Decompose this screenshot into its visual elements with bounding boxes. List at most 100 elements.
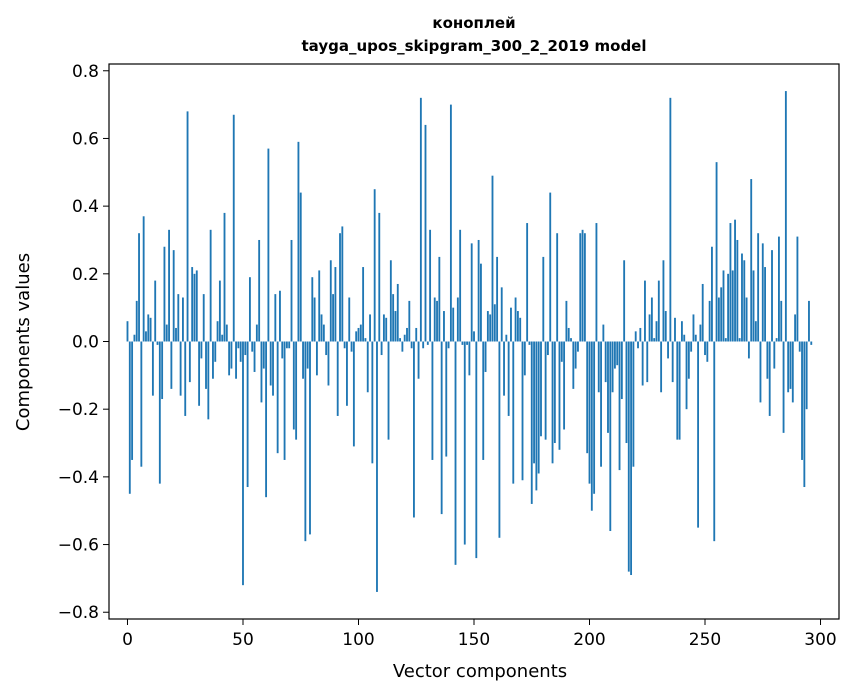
bar-153 — [480, 263, 482, 342]
bar-143 — [456, 297, 459, 342]
bar-254 — [713, 341, 716, 542]
bar-92 — [339, 233, 341, 342]
bar-165 — [507, 341, 510, 416]
bar-145 — [461, 341, 464, 345]
chart-title: коноплей — [432, 14, 515, 32]
bar-89 — [332, 294, 335, 342]
bar-273 — [757, 233, 760, 342]
bar-242 — [685, 341, 688, 410]
bar-275 — [761, 243, 764, 342]
bar-33 — [202, 294, 205, 342]
bar-240 — [680, 321, 683, 342]
bar-237 — [674, 317, 676, 342]
bar-31 — [198, 341, 201, 406]
y-tick-label-1: −0.6 — [58, 536, 99, 556]
bar-225 — [646, 341, 649, 383]
x-tick-label-1: 50 — [232, 630, 254, 650]
bar-232 — [662, 260, 665, 342]
bar-138 — [445, 341, 448, 457]
bar-215 — [623, 260, 626, 342]
bar-93 — [341, 226, 344, 342]
bar-129 — [424, 124, 427, 342]
bar-63 — [272, 341, 274, 396]
bar-162 — [500, 287, 503, 342]
bar-5 — [138, 233, 140, 342]
bar-235 — [669, 97, 672, 342]
bar-56 — [255, 324, 258, 342]
bar-86 — [325, 341, 328, 356]
bar-274 — [759, 341, 762, 403]
bar-142 — [454, 341, 457, 565]
bar-18 — [168, 229, 170, 342]
bar-98 — [352, 341, 355, 447]
bar-267 — [743, 260, 746, 342]
bar-263 — [734, 219, 736, 342]
bar-179 — [540, 341, 542, 437]
bar-78 — [306, 341, 309, 369]
bar-28 — [191, 267, 194, 342]
bar-71 — [290, 239, 293, 342]
bar-4 — [135, 300, 138, 342]
bar-246 — [694, 334, 697, 342]
bar-113 — [387, 341, 390, 440]
bar-251 — [706, 341, 709, 362]
bar-214 — [620, 341, 623, 400]
bar-88 — [329, 260, 332, 342]
y-tick-label-5: 0.2 — [72, 265, 99, 285]
bar-61 — [267, 148, 270, 342]
bar-111 — [382, 314, 385, 342]
x-tick-label-3: 150 — [458, 630, 490, 650]
bar-139 — [447, 341, 450, 349]
y-tick-label-0: −0.8 — [58, 603, 99, 623]
bar-48 — [237, 341, 240, 349]
bar-0 — [126, 321, 129, 342]
bar-82 — [315, 341, 318, 376]
bar-171 — [521, 341, 524, 481]
bar-122 — [408, 300, 411, 342]
x-tick-label-0: 0 — [122, 630, 133, 650]
bar-282 — [778, 236, 780, 342]
bar-239 — [678, 341, 681, 440]
bar-253 — [711, 246, 713, 342]
bar-277 — [766, 341, 769, 379]
bar-121 — [406, 327, 408, 342]
bar-51 — [244, 341, 247, 356]
x-axis-label: Vector components — [393, 661, 567, 682]
x-tick-label-6: 300 — [804, 630, 836, 650]
bar-49 — [239, 341, 242, 362]
bar-158 — [491, 175, 494, 342]
bar-12 — [154, 280, 157, 342]
bar-166 — [510, 307, 512, 342]
bar-157 — [489, 314, 492, 342]
bar-60 — [265, 341, 268, 498]
bar-279 — [771, 250, 773, 342]
bar-46 — [232, 114, 235, 342]
bar-90 — [334, 267, 337, 342]
bar-244 — [690, 341, 693, 352]
bar-152 — [477, 239, 480, 342]
bar-44 — [228, 341, 231, 376]
y-tick-label-3: −0.2 — [58, 400, 99, 420]
bar-195 — [577, 341, 579, 352]
bar-137 — [443, 311, 445, 342]
bar-10 — [149, 317, 152, 342]
bar-261 — [729, 223, 732, 342]
bar-91 — [336, 341, 339, 416]
bar-170 — [519, 317, 522, 342]
bar-226 — [648, 314, 651, 342]
bar-221 — [637, 341, 639, 349]
bar-119 — [401, 341, 404, 352]
bar-54 — [251, 341, 254, 352]
y-tick-label-8: 0.8 — [72, 62, 99, 82]
bar-233 — [664, 311, 667, 342]
bar-218 — [630, 341, 633, 576]
bar-291 — [798, 341, 801, 352]
y-tick-label-2: −0.4 — [58, 468, 99, 488]
bar-87 — [327, 341, 330, 386]
bar-151 — [475, 341, 478, 559]
bar-185 — [553, 341, 556, 444]
bar-1 — [128, 341, 131, 494]
bar-204 — [597, 341, 600, 393]
bar-230 — [657, 280, 660, 342]
bar-102 — [362, 267, 365, 342]
